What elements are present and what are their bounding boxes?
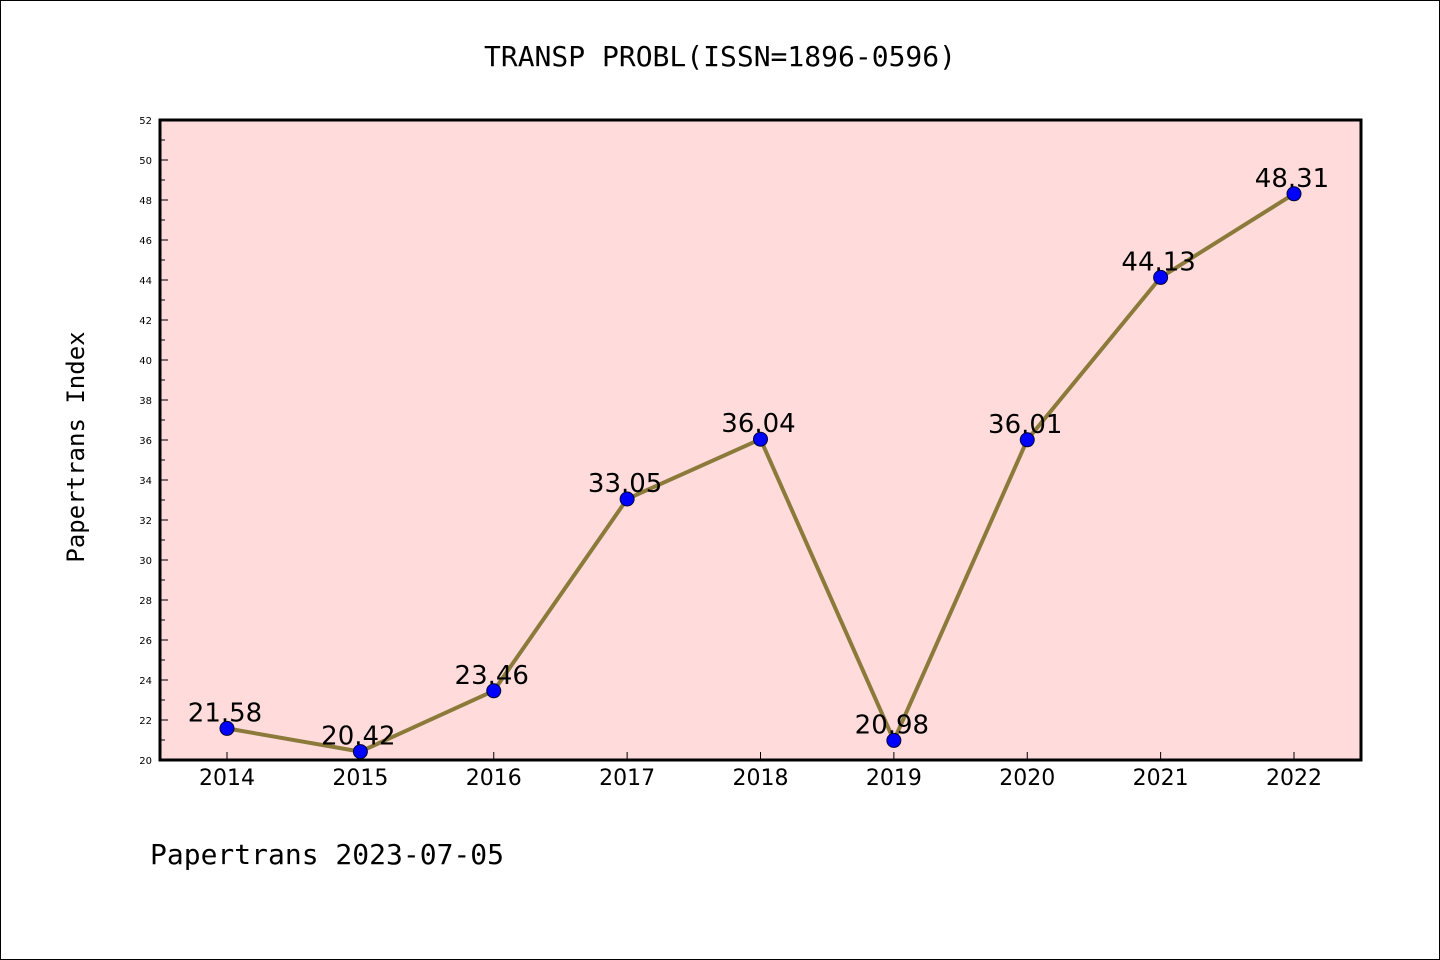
y-tick-label: 48: [139, 196, 152, 207]
y-tick-label: 50: [139, 156, 152, 167]
y-tick-label: 46: [139, 236, 152, 247]
data-point-marker: [886, 732, 902, 748]
data-label: 33.05: [588, 469, 662, 499]
data-point-marker: [753, 431, 768, 447]
y-tick-label: 44: [139, 276, 152, 287]
data-label: 36.04: [721, 409, 795, 439]
data-point-marker: [1286, 186, 1302, 202]
data-point-marker: [619, 491, 635, 507]
x-tick-label: 2015: [332, 766, 388, 791]
marker-group: [219, 186, 1302, 760]
data-point-marker: [486, 683, 502, 699]
y-tick-label: 34: [139, 476, 152, 487]
x-tick-label: 2019: [866, 766, 922, 791]
y-tick-label: 32: [139, 516, 152, 527]
data-label: 21.58: [188, 698, 262, 728]
data-point-marker: [219, 720, 235, 736]
x-axis: 2014 2015 2016 2017 2018 2019 2020 2021 2022: [199, 752, 1322, 791]
data-label: 20.42: [321, 722, 395, 752]
y-tick-label: 20: [139, 756, 152, 767]
data-label: 36.01: [988, 410, 1062, 440]
y-tick-label: 42: [139, 316, 152, 327]
x-tick-label: 2020: [999, 766, 1055, 791]
x-tick-label: 2016: [466, 766, 522, 791]
x-tick-label: 2018: [733, 766, 789, 791]
x-tick-label: 2014: [199, 766, 255, 791]
y-tick-label: 36: [139, 436, 152, 447]
chart-title: TRANSP PROBL(ISSN=1896-0596): [484, 40, 956, 73]
data-label-group: 21.58 20.42 23.46 33.05 36.04 20.98 36.01 44.13…: [188, 164, 1329, 752]
y-tick-label: 22: [139, 716, 152, 727]
y-tick-label: 28: [139, 596, 152, 607]
y-axis-label: Papertrans Index: [62, 331, 90, 562]
y-tick-label: 26: [139, 636, 152, 647]
x-tick-label: 2022: [1266, 766, 1322, 791]
x-tick-label: 2021: [1133, 766, 1189, 791]
y-tick-label: 40: [139, 356, 152, 367]
data-label: 20.98: [855, 710, 929, 740]
data-point-marker: [352, 744, 368, 760]
data-label: 23.46: [455, 661, 529, 691]
data-label: 48.31: [1255, 164, 1329, 194]
y-tick-label: 52: [139, 116, 152, 127]
data-point-marker: [1019, 432, 1035, 448]
x-tick-label: 2017: [599, 766, 655, 791]
y-tick-label: 30: [139, 556, 152, 567]
data-label: 44.13: [1121, 247, 1195, 277]
data-point-marker: [1153, 269, 1169, 285]
y-axis: 20 22 24 26 28 30 32 34 36 38 40 42 44 46 48 50 52: [139, 116, 168, 767]
footer-text: Papertrans 2023-07-05: [150, 838, 504, 871]
y-tick-label: 38: [139, 396, 152, 407]
y-tick-label: 24: [139, 676, 152, 687]
